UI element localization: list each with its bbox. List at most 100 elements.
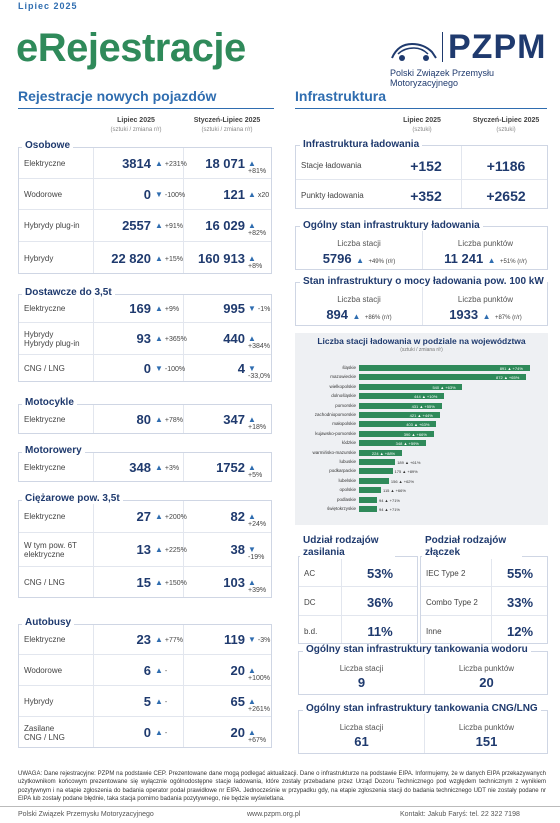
car-logo-icon [391, 42, 437, 61]
trend-arrow-icon: ▲ [248, 463, 256, 472]
ytd-change: ▲ +18% [248, 415, 267, 431]
month-value: 13 [136, 542, 151, 557]
chart-bar [359, 477, 389, 484]
chart-data-label: 94 ▲ +71% [379, 507, 400, 512]
left-table-row: Elektryczne 23 ▲ +77% 119 ▼ -3% [19, 625, 271, 655]
month-value: 22 820 [111, 250, 151, 266]
footer-contact: Kontakt: Jakub Faryś: tel. 22 322 7198 [400, 811, 520, 818]
chart-bar [359, 430, 434, 437]
month-value: 5 [143, 693, 151, 709]
row-label: Elektryczne [24, 158, 66, 168]
ytd-value: 347 [223, 412, 245, 427]
ytd-change: ▲ +82% [248, 221, 267, 237]
footer-website-link[interactable]: www.pzpm.org.pl [247, 811, 301, 818]
chart-category-label: śląskie [342, 365, 356, 370]
ytd-change: ▼ -19% [248, 545, 265, 561]
chart-category-label: kujawsko-pomorskie [315, 430, 356, 436]
hydrogen-box: Liczba stacji 9 Liczba punktów 20 [298, 651, 548, 695]
month-change: ▲ - [155, 696, 168, 706]
month-change: ▲ +150% [155, 578, 187, 587]
month-change: ▲ +200% [155, 512, 187, 521]
trend-arrow-icon: ▲ [155, 415, 163, 424]
left-table-row: W tym pow. 6T elektryczne 13 ▲ +225% 38 ▼ -1… [19, 533, 271, 567]
ytd-value: 4 [237, 361, 245, 376]
power-share-row: b.d. 11% [304, 624, 393, 639]
month-value: 6 [143, 662, 151, 678]
row-label: Elektryczne [24, 463, 66, 472]
left-table-row: Zasilane CNG / LNG 0 ▲ - 20 ▲ +67% [19, 717, 271, 749]
ytd-change: ▲ +67% [248, 728, 267, 744]
row-label: CNG / LNG [24, 364, 65, 373]
chart-data-label: 872 ▲ +65% [496, 375, 520, 381]
row-label: Wodorowe [24, 665, 63, 675]
month-change: ▲ +15% [155, 253, 183, 263]
trend-arrow-icon: ▲ [155, 253, 163, 263]
ytd-value: 440 [223, 331, 245, 346]
ytd-value: 119 [224, 632, 245, 647]
ytd-value: 20 [230, 725, 245, 740]
left-table-row: Elektryczne 27 ▲ +200% 82 ▲ +24% [19, 501, 271, 533]
chart-category-label: mazowieckie [330, 374, 356, 380]
chart-data-label: 115 ▲ +66% [383, 488, 406, 494]
chart-data-label: 540 ▲ +63% [432, 384, 456, 390]
row-label: Elektryczne [24, 304, 66, 313]
ytd-change: ▲ +100% [248, 665, 270, 682]
row-label: Elektryczne [24, 635, 66, 644]
month-value: 15 [136, 575, 151, 590]
left-section-title: Rejestracje nowych pojazdów [18, 88, 217, 104]
chart-data-label: 421 ▲ +44% [409, 413, 433, 418]
month-change: ▲ +91% [155, 221, 183, 230]
month-change: ▼ -100% [155, 364, 186, 373]
trend-arrow-icon: ▲ [155, 221, 163, 230]
chart-data-label: 444 ▲ +10% [414, 394, 438, 400]
trend-arrow-icon: ▲ [155, 512, 163, 521]
chart-bar [359, 468, 393, 475]
left-group-title: Autobusy [22, 617, 75, 628]
left-group-box: Elektryczne 23 ▲ +77% 119 ▼ -3% Wodorowe 6 ▲ - 2… [18, 624, 272, 748]
ytd-value: 18 071 [205, 155, 245, 171]
chart-bar [359, 449, 402, 456]
month-change: ▲ +3% [155, 463, 180, 472]
trend-arrow-icon: ▲ [248, 189, 256, 199]
left-table-row: CNG / LNG 15 ▲ +150% 103 ▲ +39% [19, 567, 271, 599]
left-table-row: Elektryczne 80 ▲ +78% 347 ▲ +18% [19, 405, 271, 435]
left-table-row: Wodorowe 0 ▼ -100% 121 ▲ x20 [19, 179, 271, 210]
trend-arrow-icon: ▲ [248, 512, 256, 521]
ytd-change: ▲ +8% [248, 253, 263, 270]
ytd-change: ▼ -33,0% [248, 364, 271, 380]
chart-bar [359, 365, 530, 371]
chart-data-label: 224 ▲ +88% [371, 450, 396, 456]
row-label: Hybrydy plug-in [24, 221, 80, 230]
trend-arrow-icon: ▼ [155, 364, 163, 373]
left-group-box: Elektryczne 80 ▲ +78% 347 ▲ +18% [18, 404, 272, 434]
chart-data-label: 431 ▲ +55% [411, 403, 435, 409]
month-change: ▲ +77% [155, 635, 183, 644]
month-value: 80 [136, 412, 151, 427]
right-col2-header: Styczeń-Lipiec 2025 (sztuki) [472, 117, 540, 133]
month-change: ▲ - [155, 665, 168, 675]
month-change: ▲ +78% [155, 415, 183, 424]
chart-bar [359, 487, 382, 494]
trend-arrow-icon: ▲ [155, 696, 163, 706]
connector-share-row: Combo Type 2 33% [421, 587, 547, 616]
footer-org: Polski Związek Przemysłu Motoryzacyjnego [18, 811, 154, 818]
connector-share-title: Podział rodzajów złączek [422, 535, 522, 559]
month-change: ▲ +225% [155, 545, 187, 554]
trend-arrow-icon: ▲ [248, 696, 256, 706]
row-label: Zasilane CNG / LNG [24, 724, 65, 742]
month-value: 93 [136, 331, 151, 346]
left-table-row: Hybrydy Hybrydy plug-in 93 ▲ +365% 440 ▲ +38… [19, 323, 271, 355]
left-table-row: Hybrydy plug-in 2557 ▲ +91% 16 029 ▲ +82% [19, 210, 271, 242]
trend-arrow-icon: ▲ [155, 304, 163, 313]
chart-bar [359, 412, 440, 418]
chart-category-label: warmińsko-mazurskie [312, 449, 356, 455]
trend-arrow-icon: ▲ [248, 221, 256, 230]
voivodeship-chart: Liczba stacji ładowania w podziale na wo… [295, 333, 548, 525]
trend-arrow-icon: ▲ [248, 334, 256, 343]
logo-e-letter: e [16, 26, 38, 70]
left-group-box: Elektryczne 3814 ▲ +231% 18 071 ▲ +81% Wodoro… [18, 147, 272, 274]
ytd-change: ▲ +5% [248, 463, 263, 479]
trend-arrow-icon: ▲ [155, 578, 163, 587]
left-table-row: Elektryczne 348 ▲ +3% 1752 ▲ +5% [19, 453, 271, 483]
row-label: Hybrydy Hybrydy plug-in [24, 330, 80, 348]
